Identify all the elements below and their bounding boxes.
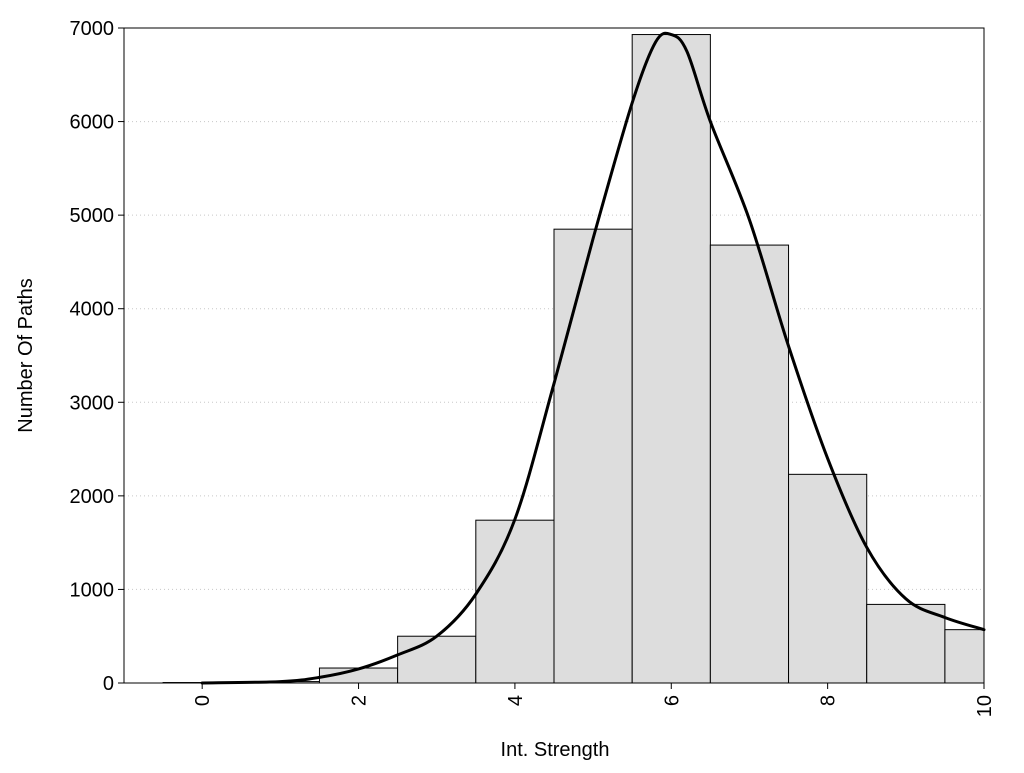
x-tick-label-6: 6 [661, 695, 683, 706]
bar-3 [398, 636, 476, 683]
y-tick-label-1000: 1000 [70, 579, 115, 601]
bar-6 [632, 35, 710, 683]
bar-9 [867, 604, 945, 683]
x-tick-label-0: 0 [192, 695, 214, 706]
bar-4 [476, 520, 554, 683]
bar-5 [554, 229, 632, 683]
x-tick-label-4: 4 [505, 695, 527, 706]
y-tick-label-7000: 7000 [70, 18, 115, 40]
bar-8 [789, 474, 867, 683]
y-tick-label-4000: 4000 [70, 299, 115, 321]
x-axis-title: Int. Strength [501, 739, 610, 761]
bars [163, 35, 984, 683]
y-axis-title: Number Of Paths [15, 278, 37, 433]
bar-10 [945, 630, 984, 683]
x-tick-label-10: 10 [974, 695, 996, 717]
y-tick-label-3000: 3000 [70, 392, 115, 414]
x-tick-label-8: 8 [818, 695, 840, 706]
x-tick-label-2: 2 [349, 695, 371, 706]
y-tick-label-2000: 2000 [70, 486, 115, 508]
y-tick-label-6000: 6000 [70, 112, 115, 134]
y-tick-label-0: 0 [103, 673, 114, 695]
y-tick-label-5000: 5000 [70, 205, 115, 227]
